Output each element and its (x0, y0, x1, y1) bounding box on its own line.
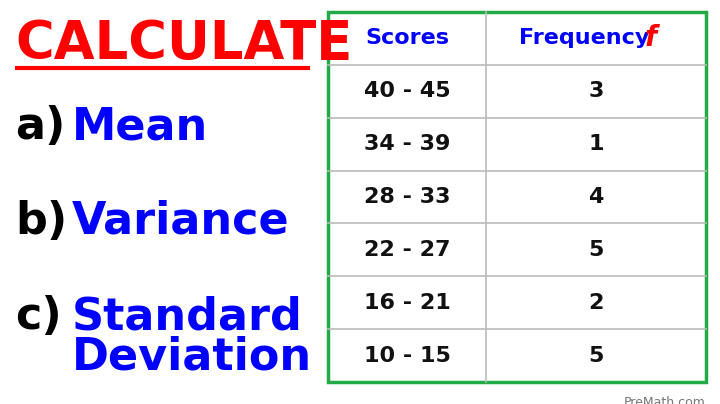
Text: 3: 3 (588, 81, 603, 101)
Bar (328, 12, 706, 382)
Text: Standard: Standard (72, 295, 303, 338)
Text: PreMath.com: PreMath.com (624, 396, 706, 404)
Text: b): b) (15, 200, 67, 243)
Text: 5: 5 (588, 240, 603, 260)
Text: 40 - 45: 40 - 45 (364, 81, 450, 101)
Text: c): c) (15, 295, 62, 338)
Text: Frequency: Frequency (519, 28, 649, 48)
Text: CALCULATE: CALCULATE (15, 18, 352, 70)
Text: Variance: Variance (72, 200, 289, 243)
Text: 28 - 33: 28 - 33 (364, 187, 450, 207)
Text: f: f (645, 24, 657, 53)
Text: 4: 4 (588, 187, 603, 207)
Text: 10 - 15: 10 - 15 (364, 345, 451, 366)
Text: a): a) (15, 105, 66, 148)
Text: 2: 2 (588, 293, 603, 313)
Text: Scores: Scores (365, 28, 449, 48)
Text: 1: 1 (588, 134, 604, 154)
Text: Mean: Mean (72, 105, 208, 148)
Text: 16 - 21: 16 - 21 (364, 293, 451, 313)
Text: Deviation: Deviation (72, 336, 312, 379)
Text: 5: 5 (588, 345, 603, 366)
Text: 34 - 39: 34 - 39 (364, 134, 450, 154)
Text: 22 - 27: 22 - 27 (364, 240, 450, 260)
